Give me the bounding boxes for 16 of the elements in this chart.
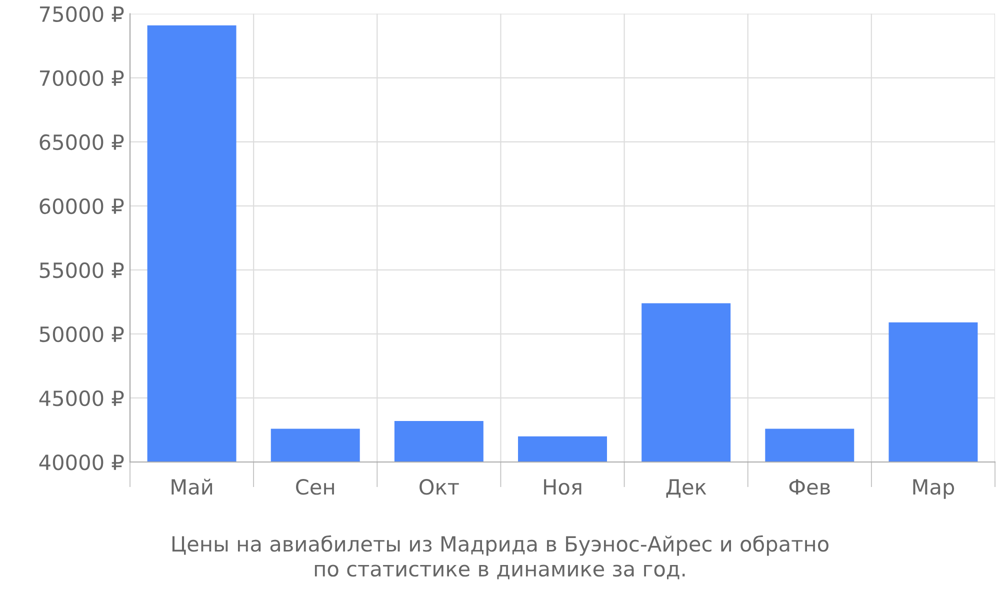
x-tick-label: Фев <box>789 479 830 495</box>
y-tick-label: 55000 ₽ <box>40 262 124 278</box>
x-tick-label: Ноя <box>544 479 582 495</box>
y-tick-label: 60000 ₽ <box>40 198 124 214</box>
x-tick-label: Дек <box>666 479 706 498</box>
x-tick-label: Сен <box>296 479 334 495</box>
y-tick-label: 45000 ₽ <box>39 390 124 406</box>
x-tick-label: Май <box>172 478 212 495</box>
text: Цены на авиабилеты из Мадрида в Буэнос-Айрес и обратно по статистике в динамике за год. <box>172 535 828 580</box>
y-tick-label: 40000 ₽ <box>39 454 124 470</box>
x-tick-label: Мар <box>913 479 954 499</box>
y-tick-label: 50000 ₽ <box>40 326 124 342</box>
x-tick-label: Окт <box>420 479 459 495</box>
y-tick-label: 75000 ₽ <box>40 6 124 22</box>
y-tick-label: 70000 ₽ <box>40 70 124 86</box>
y-tick-label: 65000 ₽ <box>40 134 124 150</box>
